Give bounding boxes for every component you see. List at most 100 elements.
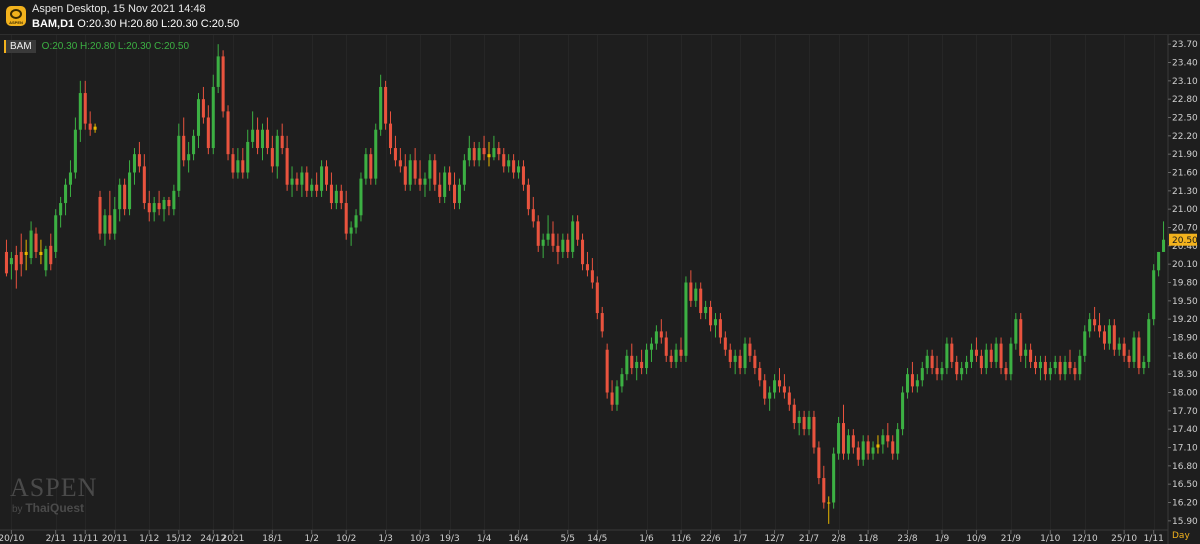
price-tick-label: 17.40: [1172, 425, 1198, 435]
time-tick-label: 1/11: [1144, 534, 1164, 544]
time-tick-label: 24/12: [200, 534, 226, 544]
candle-body: [152, 203, 156, 213]
candle-body: [960, 368, 964, 375]
candle-body: [196, 99, 201, 136]
candle-body: [1162, 239, 1166, 252]
price-tick-label: 19.20: [1172, 315, 1198, 325]
candle-body: [797, 416, 801, 424]
candle-body: [743, 343, 747, 369]
candle-body: [886, 435, 890, 442]
candle-body: [167, 200, 171, 207]
candle-body: [507, 160, 511, 167]
candle-body: [315, 184, 319, 191]
candle-body: [531, 209, 535, 222]
axis-lines: [0, 35, 1169, 544]
candle-body: [590, 270, 594, 283]
candle-body: [566, 239, 570, 252]
candle-body: [73, 129, 77, 173]
candle-body: [950, 343, 954, 362]
price-tick-label: 22.80: [1172, 95, 1198, 105]
candlestick-chart[interactable]: 23.70 23.40 23.10 22.80 22.50 22.20 21.90 21.60…: [0, 35, 1200, 544]
time-tick-label: 21/7: [799, 534, 819, 544]
series-legend[interactable]: BAM O:20.30 H:20.80 L:20.30 C:20.50: [4, 38, 189, 54]
time-tick-label: 22/6: [700, 534, 720, 544]
legend-ohlc-values: O:20.30 H:20.80 L:20.30 C:20.50: [41, 40, 190, 52]
candle-body: [162, 200, 166, 210]
candle-body: [108, 215, 112, 234]
candle-body: [147, 203, 151, 213]
candle-body: [556, 245, 560, 252]
price-tick-label: 23.40: [1172, 59, 1198, 69]
candle-body: [118, 184, 122, 210]
candle-body: [497, 148, 501, 155]
time-tick-label: 11/8: [858, 534, 878, 544]
candle-body: [192, 135, 196, 155]
candle-body: [388, 123, 393, 149]
period-label[interactable]: Day: [1172, 531, 1190, 541]
candle-body: [841, 423, 846, 454]
candle-body: [645, 349, 649, 369]
candle-body: [777, 380, 782, 387]
time-tick-label: 14/5: [587, 534, 607, 544]
candle-body: [896, 429, 900, 454]
candle-body: [920, 368, 924, 381]
candle-body: [1083, 331, 1087, 356]
time-tick-label: 1/10: [1040, 534, 1060, 544]
candle-body: [561, 239, 565, 252]
candle-body: [334, 190, 338, 204]
candle-body: [881, 435, 885, 445]
candle-body: [54, 215, 58, 252]
candle-body: [891, 441, 895, 454]
candle-body: [1098, 325, 1102, 332]
candle-body: [984, 349, 988, 369]
time-tick-label: 12/7: [764, 534, 784, 544]
candles: [4, 44, 1166, 524]
candle-body: [113, 209, 117, 234]
candle-body: [44, 248, 48, 271]
chart-panel[interactable]: 23.70 23.40 23.10 22.80 22.50 22.20 21.90 21.60…: [0, 35, 1200, 544]
last-price-box: [1169, 233, 1197, 246]
candle-body: [14, 255, 18, 271]
time-tick-label: 2021: [222, 534, 245, 544]
candle-body: [526, 184, 530, 210]
candle-body: [270, 148, 274, 167]
candle-body: [246, 141, 250, 173]
candle-body: [275, 135, 279, 167]
candle-body: [635, 361, 639, 369]
candle-body: [49, 245, 53, 265]
candle-body: [807, 416, 811, 430]
time-tick-label: 11/6: [671, 534, 691, 544]
price-tick-label: 22.20: [1172, 132, 1198, 142]
candle-body: [832, 453, 836, 503]
candle-body: [640, 361, 644, 369]
price-tick-label: 18.30: [1172, 370, 1198, 380]
candle-body: [664, 337, 668, 356]
candle-body: [1152, 270, 1156, 320]
legend-symbol[interactable]: BAM: [4, 39, 36, 53]
candle-body: [625, 355, 629, 375]
candle-body: [571, 221, 575, 252]
candle-body: [654, 331, 658, 344]
price-tick-label: 15.90: [1172, 517, 1198, 527]
candle-body: [364, 154, 368, 179]
candle-body: [128, 172, 132, 210]
time-tick-label: 1/9: [935, 534, 950, 544]
candle-body: [684, 282, 688, 356]
candle-body: [763, 380, 767, 399]
candle-body: [679, 349, 683, 356]
candle-body: [398, 160, 402, 167]
candle-body: [753, 355, 757, 369]
candle-body: [329, 184, 333, 204]
candle-body: [418, 178, 422, 185]
vertical-grid: [11, 35, 1155, 530]
candle-body: [462, 160, 466, 185]
candle-body: [758, 368, 762, 381]
time-tick-label: 11/11: [72, 534, 98, 544]
candle-body: [433, 160, 437, 185]
candle-body: [339, 190, 343, 204]
candle-body: [452, 184, 457, 204]
candle-body: [265, 129, 269, 149]
candle-body: [669, 355, 673, 362]
candle-body: [1073, 368, 1077, 375]
